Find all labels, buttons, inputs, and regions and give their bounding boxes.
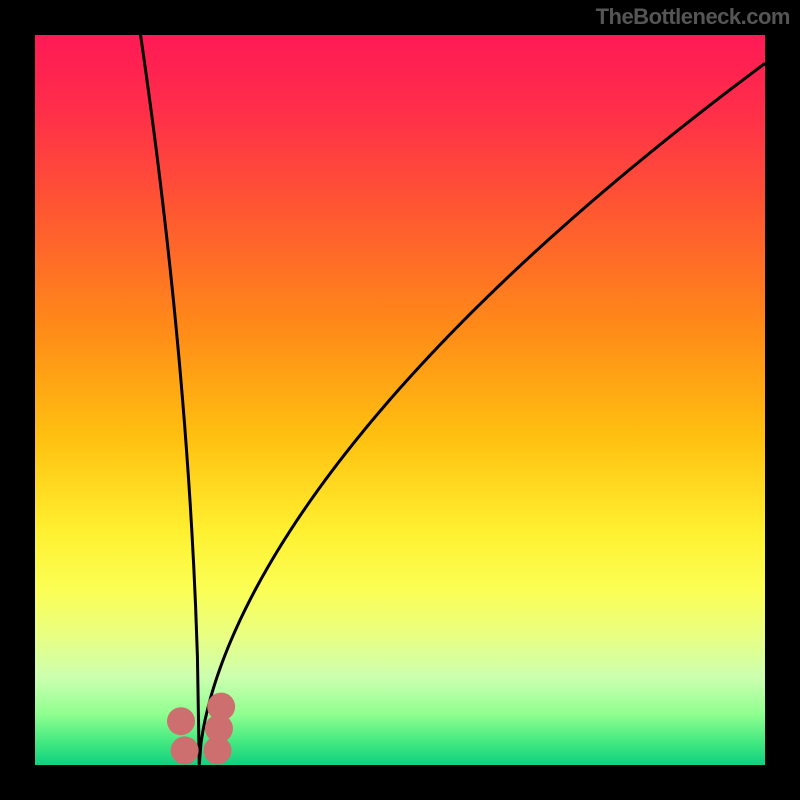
plot-background [35,35,765,765]
bottleneck-chart [0,0,800,800]
chart-container: TheBottleneck.com [0,0,800,800]
curve-marker [171,736,199,764]
curve-marker [207,693,235,721]
watermark-label: TheBottleneck.com [596,4,790,30]
curve-marker [167,707,195,735]
